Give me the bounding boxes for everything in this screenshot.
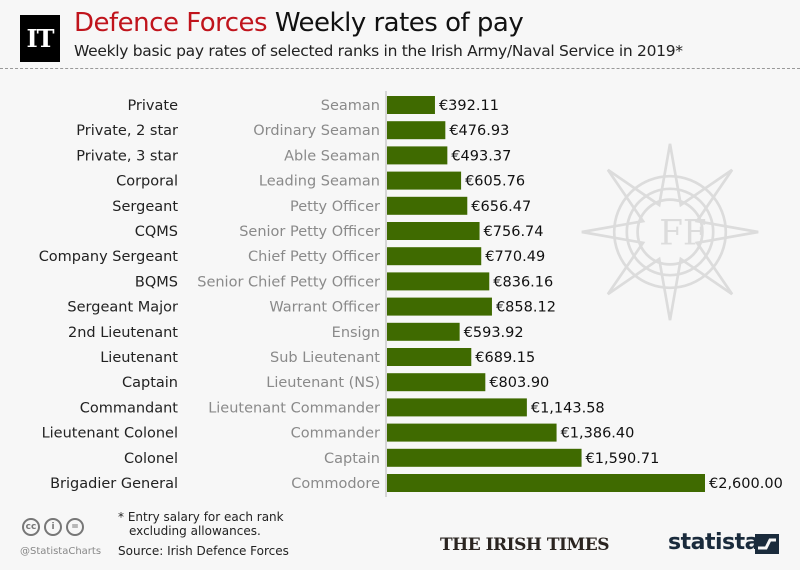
army-rank-label: Sergeant [112, 199, 178, 215]
naval-rank-label: Commander [291, 426, 380, 442]
value-label: €858.12 [496, 300, 556, 316]
bar [387, 222, 480, 240]
bar [387, 373, 486, 392]
army-rank-label: Corporal [116, 174, 178, 190]
bar [387, 448, 582, 467]
naval-rank-label: Seaman [321, 98, 380, 114]
value-label: €493.37 [451, 148, 511, 164]
army-rank-label: Lieutenant Colonel [42, 426, 178, 442]
page-title: Defence Forces Weekly rates of pay [74, 8, 524, 38]
bar [387, 398, 527, 417]
subtitle: Weekly basic pay rates of selected ranks… [74, 42, 683, 60]
value-label: €476.93 [449, 123, 509, 139]
naval-rank-label: Senior Petty Officer [239, 224, 380, 240]
bar [387, 96, 435, 114]
bar [387, 121, 446, 140]
bar [387, 247, 482, 266]
army-rank-label: Captain [122, 375, 178, 391]
army-rank-label: Private, 3 star [76, 148, 178, 164]
value-label: €1,143.58 [531, 400, 605, 416]
statista-logo-icon [755, 534, 779, 554]
bar [387, 272, 490, 291]
army-rank-label: Colonel [124, 451, 178, 467]
naval-rank-label: Senior Chief Petty Officer [197, 274, 380, 290]
naval-rank-label: Lieutenant Commander [208, 400, 380, 416]
statista-wordmark: statista [668, 530, 759, 555]
value-label: €770.49 [485, 249, 545, 265]
army-rank-label: Lieutenant [100, 350, 178, 366]
value-label: €392.11 [439, 98, 499, 114]
bar [387, 322, 460, 341]
naval-rank-label: Commodore [291, 476, 380, 492]
cc-icon: cc [22, 518, 40, 536]
value-label: €593.92 [464, 325, 524, 341]
header-divider [0, 68, 800, 69]
naval-rank-label: Captain [324, 451, 380, 467]
naval-rank-label: Chief Petty Officer [248, 249, 380, 265]
license-icons: cc i = [22, 518, 84, 536]
footnote-line1: * Entry salary for each rank [118, 510, 284, 524]
army-rank-label: Brigadier General [50, 476, 178, 492]
army-rank-label: BQMS [135, 274, 178, 290]
by-icon: i [44, 518, 62, 536]
value-label: €605.76 [465, 174, 525, 190]
value-label: €1,590.71 [586, 451, 660, 467]
svg-text:FF: FF [659, 214, 706, 254]
army-rank-label: 2nd Lieutenant [68, 325, 178, 341]
army-rank-label: Commandant [80, 400, 179, 416]
naval-rank-label: Petty Officer [290, 199, 380, 215]
bar [387, 196, 468, 215]
army-rank-label: Private [127, 98, 178, 114]
title-highlight: Defence Forces [74, 8, 268, 38]
army-rank-label: Company Sergeant [39, 249, 179, 265]
naval-rank-label: Able Seaman [284, 148, 380, 164]
army-rank-label: Private, 2 star [76, 123, 178, 139]
naval-rank-label: Lieutenant (NS) [266, 375, 380, 391]
bar [387, 171, 462, 190]
naval-rank-label: Sub Lieutenant [270, 350, 380, 366]
bar [387, 297, 492, 316]
value-label: €756.74 [484, 224, 544, 240]
naval-rank-label: Ordinary Seaman [253, 123, 380, 139]
footnote-line2: excluding allowances. [129, 524, 261, 538]
bar-chart: Private Seaman €392.11 Private, 2 star Ordin… [39, 91, 783, 497]
naval-rank-label: Ensign [332, 325, 380, 341]
irish-times-logo: IT [20, 15, 60, 62]
value-label: €656.47 [471, 199, 531, 215]
value-label: €1,386.40 [561, 426, 635, 442]
value-label: €836.16 [493, 274, 553, 290]
footnote: * Entry salary for each rank excluding a… [118, 510, 284, 538]
irish-times-wordmark: THE IRISH TIMES [440, 535, 610, 555]
statista-handle: @StatistaCharts [20, 546, 102, 557]
title-rest: Weekly rates of pay [274, 8, 524, 38]
bar [387, 348, 472, 366]
nd-icon: = [66, 518, 84, 536]
army-rank-label: Sergeant Major [67, 300, 178, 316]
value-label: €689.15 [475, 350, 535, 366]
source: Source: Irish Defence Forces [118, 544, 289, 558]
value-label: €2,600.00 [709, 476, 783, 492]
naval-rank-label: Leading Seaman [259, 174, 380, 190]
value-label: €803.90 [489, 375, 549, 391]
defence-forces-badge-icon: FF [581, 143, 759, 321]
army-rank-label: CQMS [135, 224, 178, 240]
bar [387, 146, 448, 165]
naval-rank-label: Warrant Officer [269, 300, 380, 316]
bar [387, 423, 557, 442]
bar [387, 474, 705, 492]
